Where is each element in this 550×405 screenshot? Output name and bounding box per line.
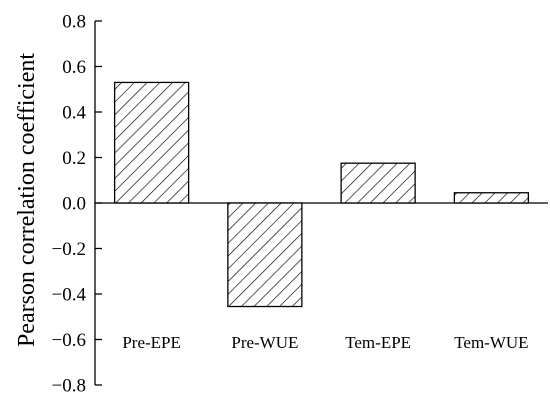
y-tick-label: 0.0 bbox=[62, 194, 86, 215]
bar-tem-epe bbox=[340, 162, 416, 204]
y-axis-title: Pearson correlation coefficient bbox=[14, 53, 40, 347]
y-tick-label: 0.2 bbox=[62, 148, 86, 169]
y-tick-label: −0.8 bbox=[52, 376, 86, 397]
category-label: Pre-EPE bbox=[122, 333, 181, 352]
y-tick-label: −0.4 bbox=[52, 285, 87, 306]
bar-pre-wue bbox=[227, 202, 303, 308]
category-labels: Pre-EPE Pre-WUE Tem-EPE Tem-WUE bbox=[122, 333, 528, 352]
y-tick-label: −0.6 bbox=[52, 330, 86, 351]
category-label: Pre-WUE bbox=[231, 333, 298, 352]
bar-pre-epe bbox=[113, 81, 190, 204]
y-tick-label: 0.4 bbox=[62, 103, 86, 124]
category-label: Tem-EPE bbox=[345, 333, 411, 352]
y-tick-label: −0.2 bbox=[52, 239, 86, 260]
y-axis-ticks: 0.8 0.6 0.4 0.2 0.0 −0.2 −0.4 −0.6 −0.8 bbox=[52, 12, 102, 397]
bar-tem-wue bbox=[453, 192, 530, 204]
y-tick-label: 0.8 bbox=[62, 12, 86, 33]
category-label: Tem-WUE bbox=[454, 333, 528, 352]
bars bbox=[113, 81, 530, 308]
y-tick-label: 0.6 bbox=[62, 57, 86, 78]
